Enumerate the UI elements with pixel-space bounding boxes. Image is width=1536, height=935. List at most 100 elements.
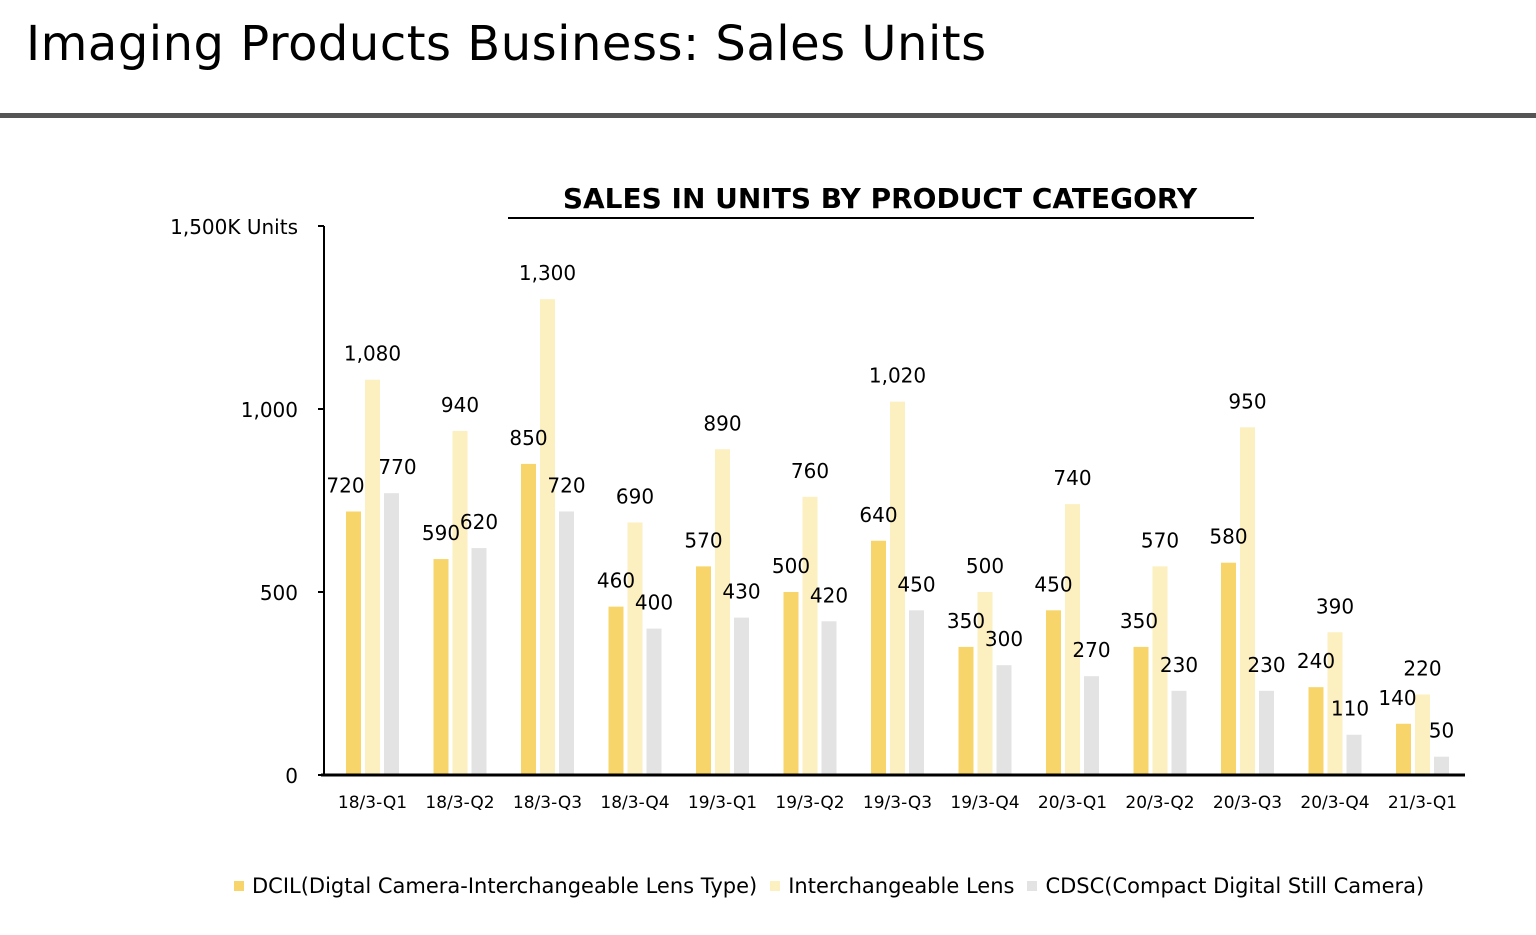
legend-swatch-dcil <box>234 881 244 891</box>
x-category-label: 20/3-Q2 <box>1125 793 1194 813</box>
bar-cdsc <box>384 493 399 775</box>
bar-cdsc <box>646 628 662 775</box>
y-tick-label: 0 <box>285 764 298 788</box>
page-title: Imaging Products Business: Sales Units <box>26 16 987 72</box>
legend-label-dcil: DCIL(Digtal Camera-Interchangeable Lens … <box>252 874 758 898</box>
data-label-dcil: 240 <box>1297 649 1335 673</box>
bar-lens <box>890 401 905 775</box>
data-label-dcil: 350 <box>947 609 985 633</box>
legend-swatch-lens <box>770 881 781 891</box>
data-label-lens: 1,020 <box>869 364 926 388</box>
data-label-dcil: 460 <box>597 569 635 593</box>
x-category-label: 20/3-Q3 <box>1213 793 1282 813</box>
data-label-cdsc: 400 <box>635 591 673 615</box>
x-category-label: 19/3-Q3 <box>863 793 932 813</box>
y-tick-label: 500 <box>260 581 298 605</box>
bar-cdsc <box>1346 734 1362 775</box>
title-divider <box>0 113 1536 118</box>
y-tick-label: 1,500K Units <box>170 215 298 239</box>
y-axis-ticks: 0 500 1,000 1,500K Units <box>170 215 324 788</box>
bar-dcil <box>958 646 974 775</box>
data-label-cdsc: 230 <box>1247 653 1285 677</box>
bar-dcil <box>433 559 449 775</box>
data-label-cdsc: 720 <box>547 473 585 497</box>
bar-lens <box>1415 694 1430 775</box>
data-label-dcil: 350 <box>1120 609 1158 633</box>
x-axis-categories: 18/3-Q1 18/3-Q2 18/3-Q3 18/3-Q4 19/3-Q1 19/3-… <box>338 793 1457 813</box>
bar-lens <box>1327 632 1343 775</box>
bar-cdsc <box>909 610 924 775</box>
bar-dcil <box>1221 562 1236 775</box>
data-label-cdsc: 110 <box>1331 697 1369 721</box>
data-labels: 720 1,080 770 590 940 620 850 1,300 720 460 690 400… <box>326 261 1454 743</box>
data-label-dcil: 590 <box>422 521 460 545</box>
data-label-cdsc: 230 <box>1160 653 1198 677</box>
bar-dcil <box>783 592 799 775</box>
data-label-cdsc: 420 <box>810 583 848 607</box>
legend-label-cdsc: CDSC(Compact Digital Still Camera) <box>1045 874 1425 898</box>
x-category-label: 18/3-Q4 <box>600 793 669 813</box>
legend-label-lens: Interchangeable Lens <box>788 874 1015 898</box>
bar-dcil <box>696 566 711 775</box>
bar-cdsc <box>1171 690 1187 775</box>
x-category-label: 18/3-Q1 <box>338 793 407 813</box>
x-category-label: 19/3-Q1 <box>688 793 757 813</box>
bar-dcil <box>608 606 624 775</box>
bar-dcil <box>1133 646 1149 775</box>
bar-dcil <box>1308 687 1324 775</box>
x-category-label: 19/3-Q4 <box>950 793 1019 813</box>
data-label-lens: 390 <box>1316 594 1354 618</box>
bar-lens <box>452 430 468 775</box>
bar-cdsc <box>1259 690 1274 775</box>
data-label-dcil: 720 <box>326 473 364 497</box>
bar-cdsc <box>996 665 1012 775</box>
bar-lens <box>1065 504 1080 775</box>
data-label-cdsc: 450 <box>897 572 935 596</box>
data-label-dcil: 580 <box>1209 525 1247 549</box>
x-category-label: 21/3-Q1 <box>1388 793 1457 813</box>
bar-cdsc <box>559 511 574 775</box>
bar-cdsc <box>471 548 487 775</box>
bar-lens <box>627 522 643 775</box>
data-label-cdsc: 300 <box>985 627 1023 651</box>
chart-title: SALES IN UNITS BY PRODUCT CATEGORY <box>563 182 1198 215</box>
bar-dcil <box>1396 723 1411 775</box>
data-label-dcil: 640 <box>859 503 897 527</box>
data-label-cdsc: 270 <box>1072 638 1110 662</box>
data-label-cdsc: 430 <box>722 580 760 604</box>
bar-lens <box>1152 566 1168 775</box>
bar-cdsc <box>1434 756 1449 775</box>
x-category-label: 20/3-Q4 <box>1300 793 1369 813</box>
legend-swatch-cdsc <box>1027 881 1038 891</box>
bar-cdsc <box>1084 676 1099 775</box>
bar-lens <box>1240 427 1255 775</box>
x-category-label: 18/3-Q2 <box>425 793 494 813</box>
data-label-lens: 740 <box>1053 466 1091 490</box>
data-label-dcil: 570 <box>684 528 722 552</box>
bar-lens <box>802 496 818 775</box>
data-label-lens: 690 <box>616 484 654 508</box>
y-tick-label: 1,000 <box>241 398 298 422</box>
legend-item-dcil: DCIL(Digtal Camera-Interchangeable Lens … <box>234 874 757 898</box>
x-category-label: 18/3-Q3 <box>513 793 582 813</box>
bar-cdsc <box>821 621 837 775</box>
legend-item-cdsc: CDSC(Compact Digital Still Camera) <box>1027 874 1424 898</box>
bar-lens <box>540 299 555 775</box>
data-label-dcil: 140 <box>1378 686 1416 710</box>
x-category-label: 20/3-Q1 <box>1038 793 1107 813</box>
data-label-cdsc: 620 <box>460 510 498 534</box>
bars <box>346 299 1449 775</box>
data-label-lens: 570 <box>1141 528 1179 552</box>
data-label-lens: 220 <box>1403 656 1441 680</box>
data-label-cdsc: 770 <box>378 455 416 479</box>
data-label-dcil: 850 <box>509 426 547 450</box>
bar-lens <box>977 592 993 775</box>
data-label-lens: 1,300 <box>519 261 576 285</box>
data-label-lens: 940 <box>441 393 479 417</box>
bar-dcil <box>871 540 886 775</box>
bar-dcil <box>521 463 536 775</box>
legend: DCIL(Digtal Camera-Interchangeable Lens … <box>234 874 1437 898</box>
data-label-lens: 950 <box>1228 389 1266 413</box>
data-label-lens: 500 <box>966 554 1004 578</box>
